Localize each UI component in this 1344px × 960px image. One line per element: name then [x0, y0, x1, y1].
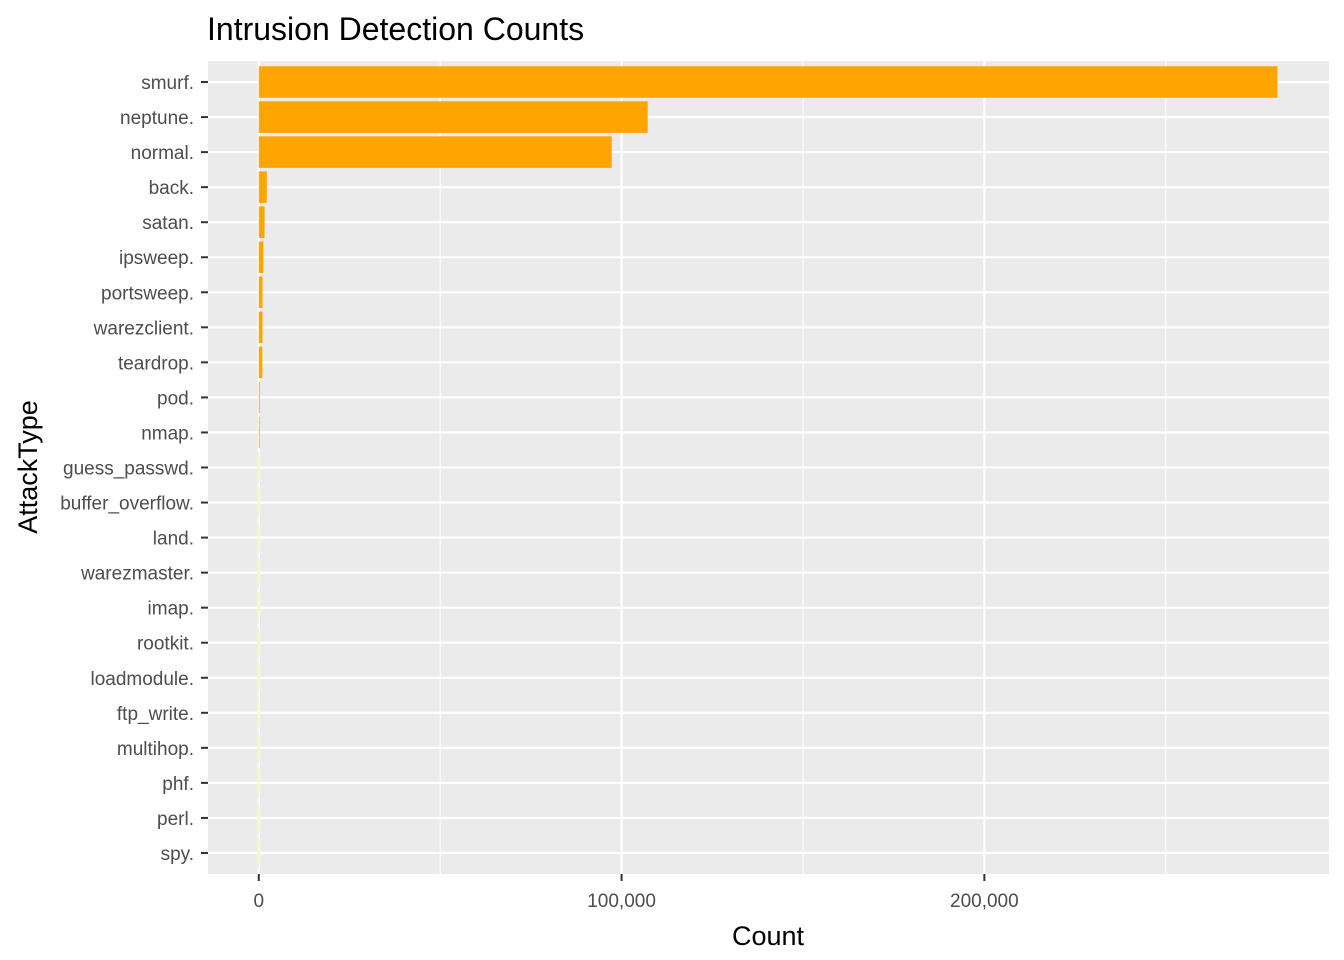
y-axis-title: AttackType — [13, 400, 43, 534]
y-tick-label: ftp_write. — [117, 704, 194, 725]
y-tick-label: buffer_overflow. — [60, 494, 194, 515]
x-tick-label: 0 — [254, 891, 265, 912]
y-tick-label: phf. — [162, 774, 194, 795]
y-tick-label: pod. — [157, 388, 194, 409]
y-tick-label: guess_passwd. — [63, 459, 194, 480]
y-tick-label: rootkit. — [137, 634, 194, 655]
y-axis: smurf. neptune. normal. back. satan. ipsweep.… — [60, 73, 208, 865]
y-tick-label: satan. — [142, 213, 194, 234]
bar-pod — [258, 381, 260, 414]
y-tick-label: nmap. — [141, 423, 194, 444]
bar-nmap — [258, 416, 260, 449]
y-tick-label: neptune. — [120, 108, 194, 129]
chart-title: Intrusion Detection Counts — [207, 11, 584, 47]
x-axis: 0 100,000 200,000 — [254, 874, 1019, 912]
bar-smurf — [258, 66, 1278, 98]
bar-neptune — [258, 101, 648, 133]
y-tick-label: loadmodule. — [90, 669, 194, 690]
bar-portsweep — [258, 276, 263, 309]
bar-satan — [258, 206, 265, 238]
y-tick-label: spy. — [161, 844, 194, 865]
y-tick-label: imap. — [148, 599, 194, 620]
y-tick-label: back. — [149, 178, 194, 199]
bar-ipsweep — [258, 241, 264, 274]
y-tick-label: warezclient. — [93, 318, 194, 339]
y-tick-label: ipsweep. — [119, 248, 194, 269]
y-tick-label: warezmaster. — [80, 564, 194, 585]
bars — [258, 66, 1278, 869]
y-tick-label: multihop. — [117, 739, 194, 760]
bar-normal — [258, 136, 612, 168]
bar-back — [258, 171, 267, 203]
y-tick-label: teardrop. — [118, 353, 194, 374]
y-tick-label: portsweep. — [101, 283, 194, 304]
x-axis-title: Count — [732, 921, 805, 951]
bar-warezclient — [258, 311, 263, 344]
y-tick-label: land. — [153, 529, 194, 550]
x-tick-label: 100,000 — [587, 891, 656, 912]
x-tick-label: 200,000 — [950, 891, 1019, 912]
y-tick-label: smurf. — [141, 73, 194, 94]
bar-teardrop — [258, 346, 263, 379]
y-tick-label: normal. — [131, 143, 194, 164]
y-tick-label: perl. — [157, 809, 194, 830]
